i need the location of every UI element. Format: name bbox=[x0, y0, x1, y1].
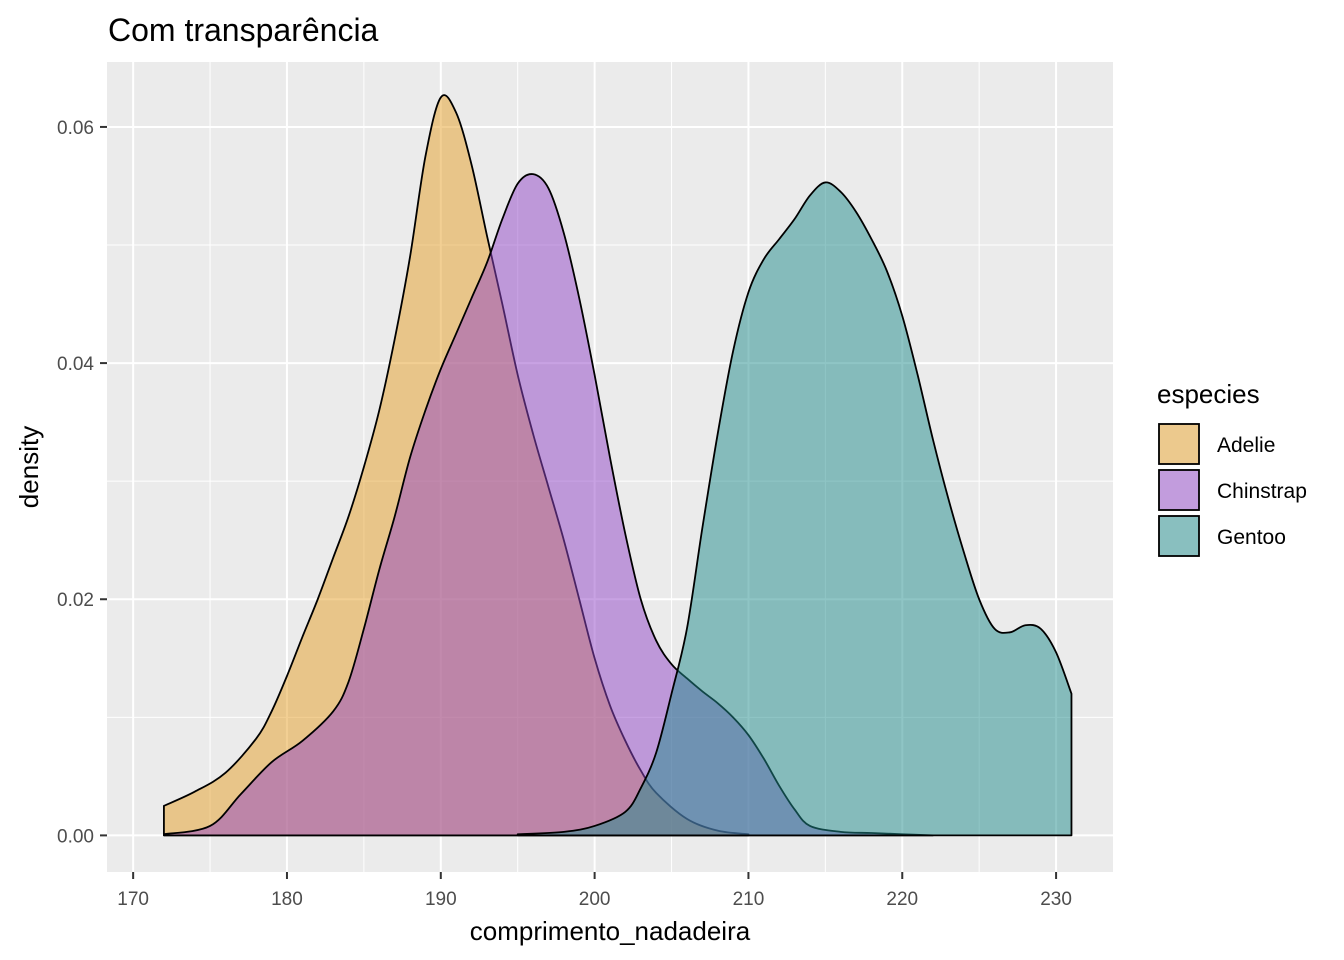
x-axis: 170 180 190 200 210 220 230 bbox=[117, 872, 1072, 910]
x-tick-label: 210 bbox=[733, 889, 765, 910]
legend: especies Adelie Chinstrap Gentoo bbox=[1157, 379, 1307, 557]
y-tick-label: 0.04 bbox=[57, 354, 94, 375]
x-tick-label: 220 bbox=[886, 889, 918, 910]
x-tick-label: 170 bbox=[117, 889, 149, 910]
x-tick-label: 180 bbox=[271, 889, 303, 910]
legend-label-chinstrap: Chinstrap bbox=[1217, 480, 1307, 503]
x-tick-label: 190 bbox=[425, 889, 457, 910]
legend-label-adelie: Adelie bbox=[1217, 434, 1275, 457]
x-tick-label: 200 bbox=[579, 889, 611, 910]
x-axis-title: comprimento_nadadeira bbox=[470, 916, 751, 946]
density-area-gentoo bbox=[516, 181, 1073, 837]
y-axis-title: density bbox=[14, 426, 44, 508]
chart-title: Com transparência bbox=[108, 12, 379, 48]
y-axis: 0.00 0.02 0.04 0.06 bbox=[57, 118, 107, 847]
legend-key-adelie bbox=[1158, 423, 1200, 465]
y-tick-label: 0.06 bbox=[57, 118, 94, 139]
density-areas bbox=[163, 94, 1073, 837]
x-tick-label: 230 bbox=[1040, 889, 1072, 910]
legend-key-gentoo bbox=[1158, 515, 1200, 557]
y-tick-label: 0.00 bbox=[57, 826, 94, 847]
legend-title: especies bbox=[1157, 379, 1260, 409]
y-tick-label: 0.02 bbox=[57, 590, 94, 611]
legend-key-chinstrap bbox=[1158, 469, 1200, 511]
legend-label-gentoo: Gentoo bbox=[1217, 526, 1286, 549]
